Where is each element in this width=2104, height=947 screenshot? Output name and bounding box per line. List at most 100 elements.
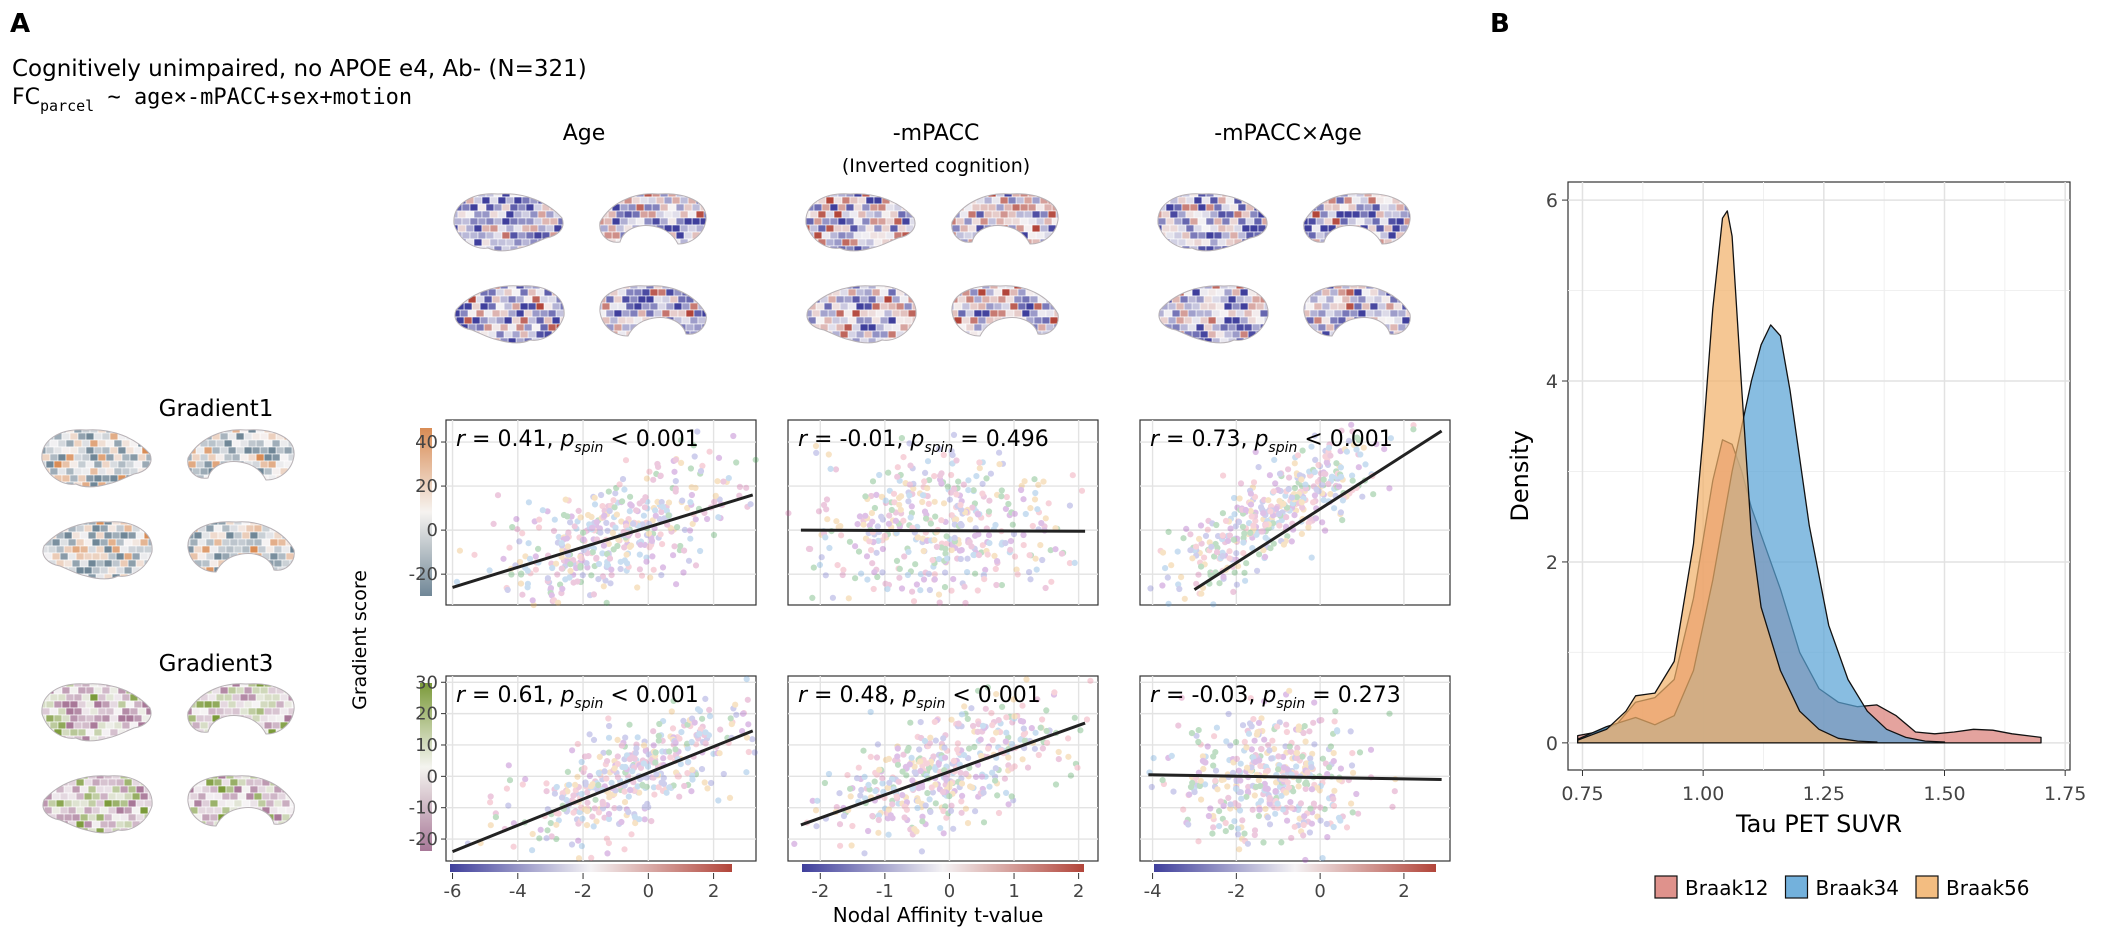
data-point <box>684 781 692 789</box>
data-point <box>1307 755 1314 762</box>
data-point <box>884 814 892 821</box>
data-point <box>621 846 628 853</box>
data-point <box>575 507 582 515</box>
data-point <box>1389 803 1396 811</box>
data-point <box>1320 469 1327 476</box>
y-tick-label: -20 <box>409 829 438 850</box>
data-point <box>1311 515 1319 522</box>
data-point <box>623 768 630 775</box>
data-point <box>1381 446 1388 453</box>
data-point <box>604 550 611 558</box>
data-point <box>918 803 925 811</box>
data-point <box>694 732 701 739</box>
data-point <box>871 569 878 576</box>
data-point <box>530 601 537 609</box>
data-point <box>844 771 851 779</box>
data-point <box>1241 530 1248 537</box>
data-point <box>1002 539 1009 547</box>
data-point <box>1052 546 1059 553</box>
data-point <box>622 763 629 771</box>
data-point <box>946 784 953 791</box>
data-point <box>563 808 570 815</box>
data-point <box>602 761 609 768</box>
data-point <box>1217 555 1224 562</box>
data-point <box>1260 763 1267 770</box>
data-point <box>1005 500 1012 508</box>
data-point <box>1205 517 1212 525</box>
data-point <box>1287 748 1294 755</box>
y-tick-label: 0 <box>427 766 438 787</box>
data-point <box>1222 819 1229 827</box>
data-point <box>631 755 638 762</box>
data-point <box>1008 793 1015 800</box>
data-point <box>605 749 613 756</box>
data-point <box>595 528 602 535</box>
data-point <box>706 713 714 720</box>
data-point <box>534 545 542 553</box>
data-point <box>1178 694 1185 701</box>
data-point <box>954 723 962 730</box>
data-point <box>975 718 982 725</box>
data-point <box>590 736 598 744</box>
data-point <box>923 760 931 767</box>
data-point <box>970 551 977 559</box>
data-point <box>873 491 880 499</box>
data-point <box>1243 764 1251 771</box>
data-point <box>584 799 591 806</box>
data-point <box>1336 462 1343 470</box>
data-point <box>1355 436 1362 444</box>
data-point <box>549 597 556 605</box>
data-point <box>700 731 708 739</box>
data-point <box>1250 512 1258 519</box>
data-point <box>1249 806 1256 813</box>
data-point <box>1244 840 1251 847</box>
data-point <box>943 786 950 794</box>
data-point <box>968 784 976 791</box>
data-point <box>644 760 651 767</box>
data-point <box>631 750 638 757</box>
data-point <box>606 507 613 515</box>
data-point <box>857 775 864 783</box>
data-point <box>1240 534 1247 541</box>
data-point <box>1045 500 1052 507</box>
data-point <box>553 835 560 843</box>
data-point <box>525 540 532 547</box>
data-point <box>1168 562 1175 569</box>
legend-item-braak12: Braak12 <box>1654 875 1769 900</box>
data-point <box>897 493 905 500</box>
data-point <box>1219 552 1226 560</box>
data-point <box>626 508 633 515</box>
data-point <box>672 746 679 753</box>
data-point <box>869 813 877 820</box>
data-point <box>957 506 965 513</box>
data-point <box>1257 797 1265 804</box>
data-point <box>1259 727 1266 735</box>
data-point <box>577 564 584 571</box>
data-point <box>589 813 596 820</box>
gradient1-colorbar <box>420 428 432 596</box>
data-point <box>660 780 668 788</box>
data-point <box>902 794 910 801</box>
data-point <box>1213 549 1221 556</box>
data-point <box>568 513 575 520</box>
data-point <box>1323 820 1330 828</box>
data-point <box>639 497 647 504</box>
data-point <box>1311 699 1318 706</box>
data-point <box>822 572 829 579</box>
data-point <box>1299 447 1306 454</box>
data-point <box>1067 772 1074 779</box>
data-point <box>1318 716 1325 724</box>
data-point <box>1216 580 1223 587</box>
data-point <box>969 722 977 730</box>
data-point <box>614 760 621 768</box>
data-point <box>642 784 649 792</box>
data-point <box>1296 472 1303 479</box>
data-point <box>584 550 591 557</box>
data-point <box>1278 839 1285 846</box>
data-point <box>1288 804 1295 811</box>
data-point <box>579 815 586 822</box>
data-point <box>595 575 602 583</box>
data-point <box>1349 769 1357 776</box>
data-point <box>998 487 1005 494</box>
data-point <box>1294 744 1301 752</box>
